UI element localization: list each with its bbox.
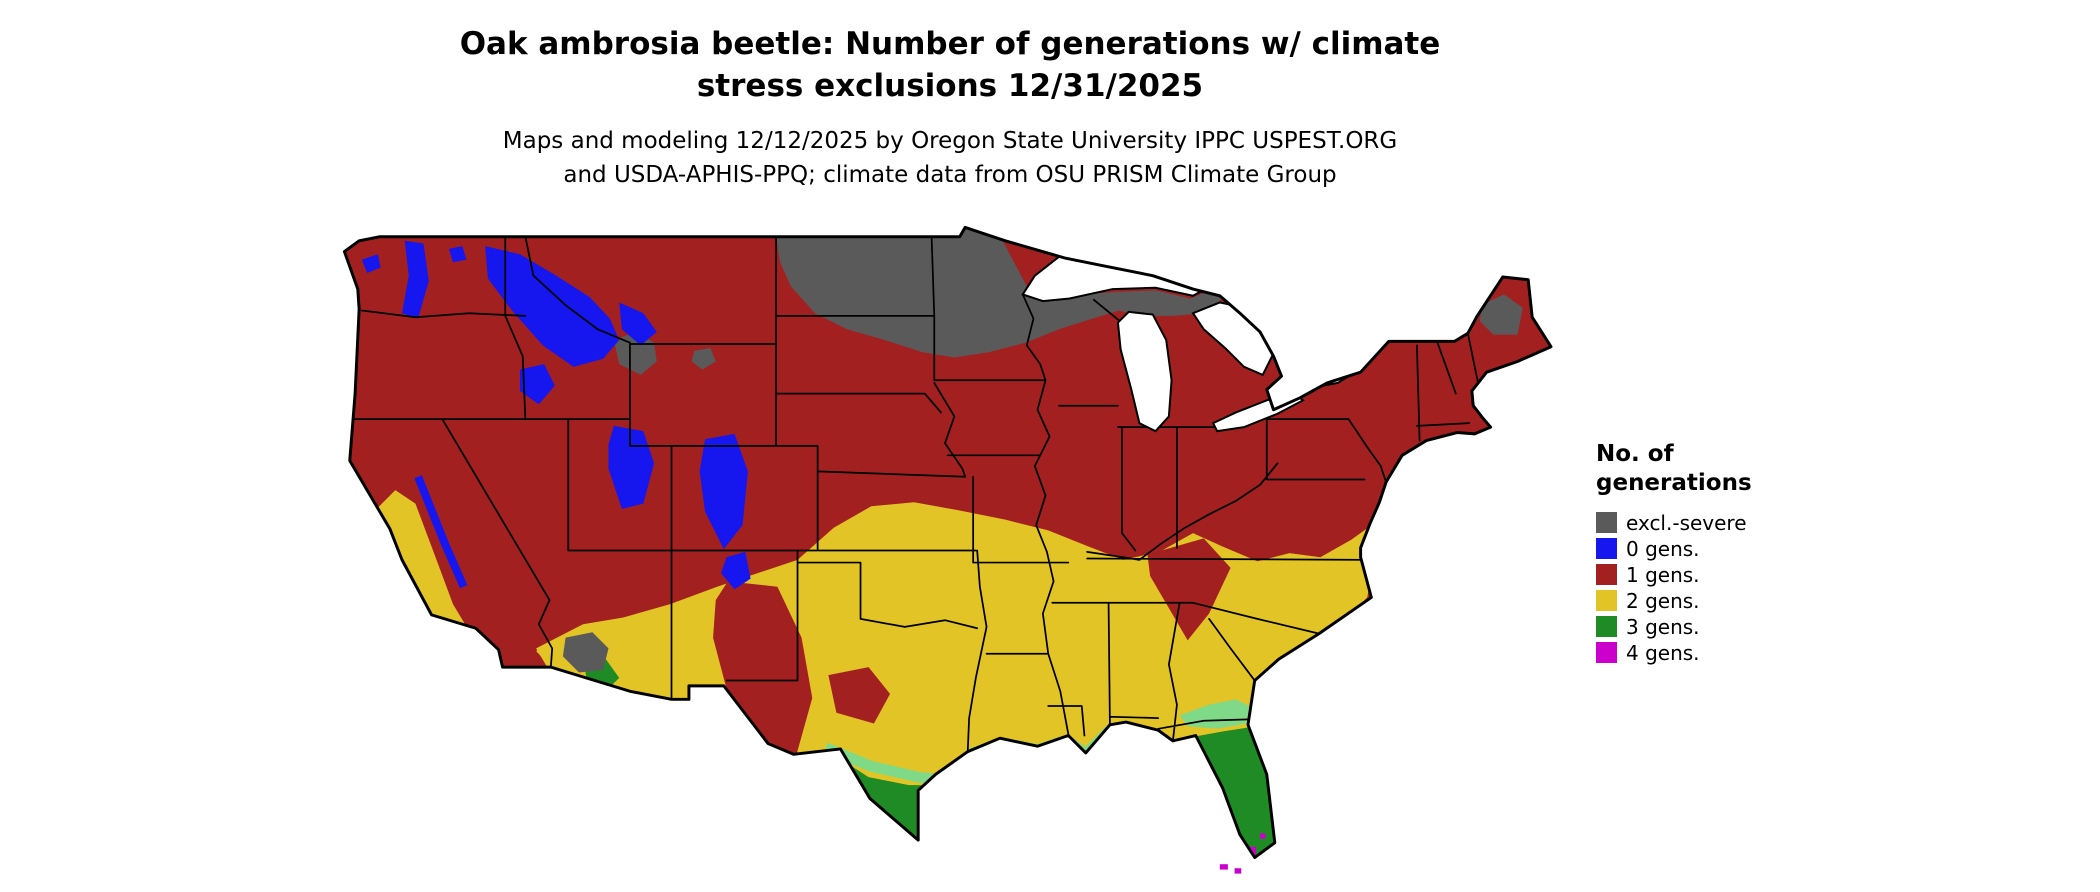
legend-item-4-gens: 4 gens. [1596,640,1766,666]
legend-label: 2 gens. [1626,588,1700,613]
map-header: Oak ambrosia beetle: Number of generatio… [0,24,1900,193]
legend-label: 0 gens. [1626,536,1700,561]
legend-swatch-4-gens [1596,642,1617,663]
legend-swatch-3-gens [1596,616,1617,637]
legend-label: excl.-severe [1626,510,1747,535]
legend-item-0-gens: 0 gens. [1596,536,1766,562]
legend-item-2-gens: 2 gens. [1596,588,1766,614]
us-generations-map [342,225,1553,874]
legend-swatch-2-gens [1596,590,1617,611]
legend-swatch-excl-severe [1596,512,1617,533]
map-title: Oak ambrosia beetle: Number of generatio… [459,26,1441,104]
legend-swatch-0-gens [1596,538,1617,559]
map-subtitle: Maps and modeling 12/12/2025 by Oregon S… [502,127,1398,189]
legend-label: 3 gens. [1626,614,1700,639]
legend-label: 1 gens. [1626,562,1700,587]
region-excl-severe [562,227,1523,673]
us-outline [342,225,1553,859]
state-borders [354,235,1480,752]
legend-item-excl-severe: excl.-severe [1596,510,1766,536]
legend-label: 4 gens. [1626,640,1700,665]
florida-keys-dots [1219,864,1242,874]
legend-item-1-gens: 1 gens. [1596,562,1766,588]
legend-title: No. of generations [1596,441,1752,496]
legend-swatch-1-gens [1596,564,1617,585]
legend: No. of generations excl.-severe 0 gens. … [1596,440,1766,666]
lake-michigan [1116,310,1173,433]
legend-item-3-gens: 3 gens. [1596,614,1766,640]
